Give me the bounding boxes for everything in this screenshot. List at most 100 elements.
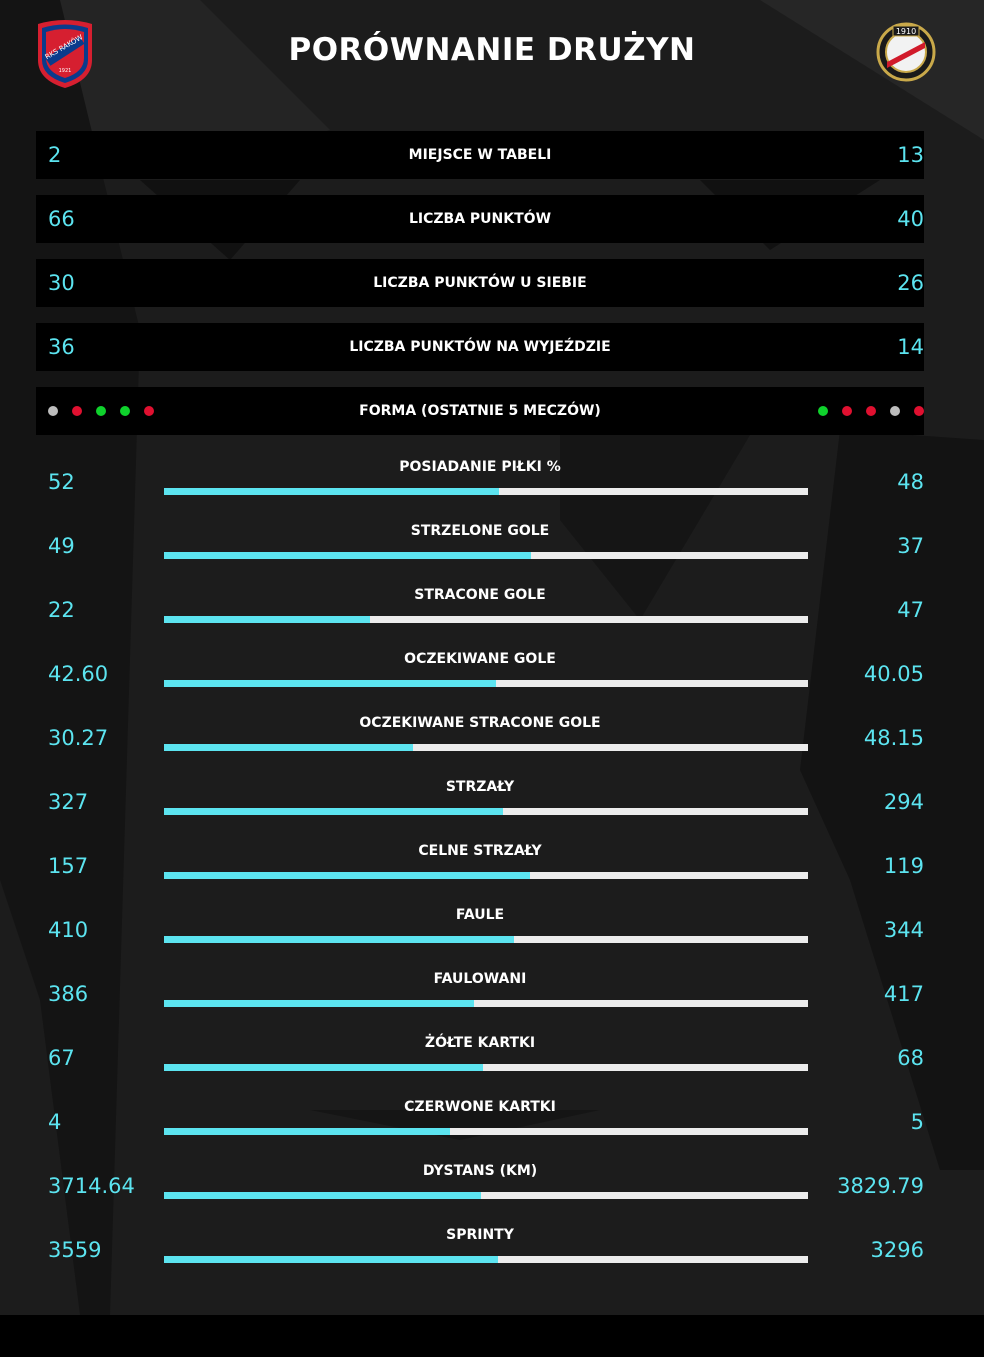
stat-label: SPRINTY xyxy=(446,1227,514,1243)
stat-label: FAULOWANI xyxy=(433,971,527,987)
stat-label: CELNE STRZAŁY xyxy=(418,843,542,859)
stat-label: OCZEKIWANE STRACONE GOLE xyxy=(359,715,601,731)
stat-label: POSIADANIE PIŁKI % xyxy=(399,459,561,475)
away-value: 40 xyxy=(897,207,924,231)
page-title: PORÓWNANIE DRUŻYN xyxy=(288,32,696,68)
home-value: 327 xyxy=(48,790,89,814)
table-row: 2 MIEJSCE W TABELI 13 xyxy=(36,131,924,179)
home-value: 30.27 xyxy=(48,726,109,750)
away-value: 5 xyxy=(910,1110,924,1134)
home-share-fill xyxy=(164,744,413,751)
home-value: 52 xyxy=(48,470,75,494)
form-result-dot xyxy=(842,406,852,416)
stat-row: 22 STRACONE GOLE 47 xyxy=(36,584,924,648)
home-value: 2 xyxy=(48,143,62,167)
home-team-crest: RKS RAKÓW 1921 xyxy=(34,18,96,94)
home-share-fill xyxy=(164,1256,499,1263)
stat-label: STRZAŁY xyxy=(445,779,515,795)
stat-row: 30.27 OCZEKIWANE STRACONE GOLE 48.15 xyxy=(36,712,924,776)
home-value: 66 xyxy=(48,207,75,231)
stat-row: 3559 SPRINTY 3296 xyxy=(36,1224,924,1288)
away-value: 48 xyxy=(897,470,924,494)
svg-text:1921: 1921 xyxy=(59,68,72,74)
svg-text:1910: 1910 xyxy=(896,27,916,36)
comparison-bar xyxy=(164,872,808,879)
home-value: 22 xyxy=(48,598,75,622)
away-value: 417 xyxy=(883,982,924,1006)
stat-label: LICZBA PUNKTÓW xyxy=(408,211,552,227)
comparison-bar xyxy=(164,1128,808,1135)
stat-row: 52 POSIADANIE PIŁKI % 48 xyxy=(36,456,924,520)
home-share-fill xyxy=(164,616,371,623)
form-result-dot xyxy=(120,406,130,416)
comparison-bar xyxy=(164,744,808,751)
form-result-dot xyxy=(72,406,82,416)
table-row: 36 LICZBA PUNKTÓW NA WYJEŹDZIE 14 xyxy=(36,323,924,371)
stat-row: 327 STRZAŁY 294 xyxy=(36,776,924,840)
away-form-dots xyxy=(818,406,924,416)
stat-label: OCZEKIWANE GOLE xyxy=(404,651,556,667)
home-share-fill xyxy=(164,936,515,943)
form-result-dot xyxy=(914,406,924,416)
away-value: 344 xyxy=(883,918,924,942)
comparison-bar xyxy=(164,1000,808,1007)
form-result-dot xyxy=(890,406,900,416)
home-value: 67 xyxy=(48,1046,75,1070)
stat-label: FAULE xyxy=(455,907,505,923)
away-value: 68 xyxy=(897,1046,924,1070)
form-label: FORMA (OSTATNIE 5 MECZÓW) xyxy=(359,403,601,419)
comparison-bar xyxy=(164,1064,808,1071)
home-share-fill xyxy=(164,808,504,815)
away-value: 119 xyxy=(883,854,924,878)
home-value: 157 xyxy=(48,854,89,878)
home-value: 49 xyxy=(48,534,75,558)
home-share-fill xyxy=(164,552,532,559)
home-value: 410 xyxy=(48,918,89,942)
away-team-crest: 1910 xyxy=(873,18,939,88)
form-result-dot xyxy=(818,406,828,416)
comparison-bar xyxy=(164,936,808,943)
home-value: 4 xyxy=(48,1110,62,1134)
stat-row: 67 ŻÓŁTE KARTKI 68 xyxy=(36,1032,924,1096)
away-value: 294 xyxy=(883,790,924,814)
away-value: 47 xyxy=(897,598,924,622)
home-share-fill xyxy=(164,872,531,879)
comparison-bar xyxy=(164,552,808,559)
home-form-dots xyxy=(48,406,154,416)
stat-label: ŻÓŁTE KARTKI xyxy=(424,1035,536,1051)
comparison-bar xyxy=(164,488,808,495)
form-row: FORMA (OSTATNIE 5 MECZÓW) xyxy=(36,387,924,435)
comparison-bar xyxy=(164,680,808,687)
form-result-dot xyxy=(48,406,58,416)
away-value: 40.05 xyxy=(863,662,924,686)
stat-row: 42.60 OCZEKIWANE GOLE 40.05 xyxy=(36,648,924,712)
away-value: 14 xyxy=(897,335,924,359)
away-value: 13 xyxy=(897,143,924,167)
form-result-dot xyxy=(866,406,876,416)
stat-label: LICZBA PUNKTÓW NA WYJEŹDZIE xyxy=(349,339,611,355)
comparison-bar xyxy=(164,808,808,815)
stat-row: 386 FAULOWANI 417 xyxy=(36,968,924,1032)
form-result-dot xyxy=(96,406,106,416)
home-share-fill xyxy=(164,1128,450,1135)
table-row: 66 LICZBA PUNKTÓW 40 xyxy=(36,195,924,243)
home-value: 3559 xyxy=(48,1238,102,1262)
away-value: 26 xyxy=(897,271,924,295)
stat-label: MIEJSCE W TABELI xyxy=(408,147,552,163)
home-value: 42.60 xyxy=(48,662,109,686)
comparison-bar xyxy=(164,1256,808,1263)
home-share-fill xyxy=(164,680,496,687)
stat-row: 4 CZERWONE KARTKI 5 xyxy=(36,1096,924,1160)
form-result-dot xyxy=(144,406,154,416)
stat-label: LICZBA PUNKTÓW U SIEBIE xyxy=(373,275,587,291)
table-row: 30 LICZBA PUNKTÓW U SIEBIE 26 xyxy=(36,259,924,307)
away-value: 3296 xyxy=(870,1238,924,1262)
away-value: 37 xyxy=(897,534,924,558)
home-share-fill xyxy=(164,1000,474,1007)
comparison-bar xyxy=(164,616,808,623)
home-value: 3714.64 xyxy=(48,1174,135,1198)
home-value: 36 xyxy=(48,335,75,359)
stat-label: STRZELONE GOLE xyxy=(410,523,550,539)
away-value: 48.15 xyxy=(863,726,924,750)
stat-label: DYSTANS (KM) xyxy=(422,1163,538,1179)
